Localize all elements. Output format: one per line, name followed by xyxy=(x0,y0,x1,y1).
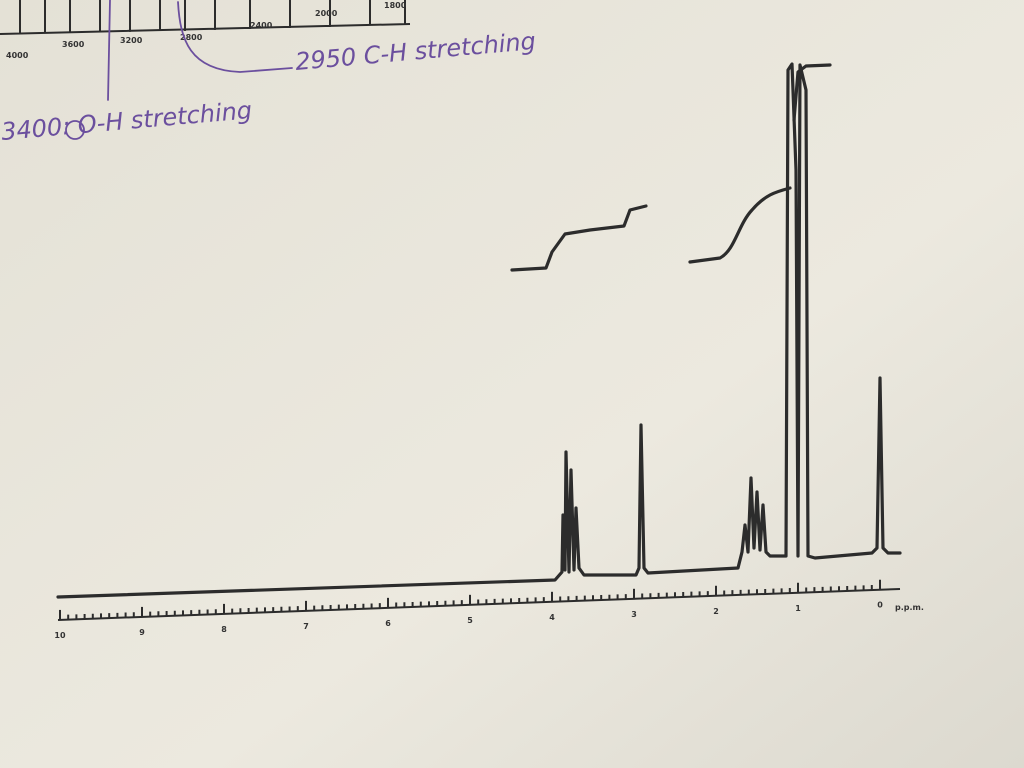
nmr-scale-label: 10 xyxy=(54,631,66,640)
nmr-scale-label: 6 xyxy=(385,619,391,628)
ir-scale-labels: 4000 3600 3200 2800 2400 2000 1800 xyxy=(6,1,407,60)
nmr-scale-label: 0 xyxy=(877,601,883,610)
nmr-unit: p.p.m. xyxy=(895,603,924,612)
nmr-scale-label: 8 xyxy=(221,625,227,634)
ir-scale-label: 3200 xyxy=(120,36,143,45)
ir-scale-label: 2800 xyxy=(180,33,203,42)
nmr-spectrum xyxy=(56,62,902,599)
nmr-scale-label: 5 xyxy=(467,616,473,625)
nmr-scale-label: 9 xyxy=(139,628,145,637)
nmr-scale-label: 3 xyxy=(631,610,637,619)
ir-scale-label: 4000 xyxy=(6,51,29,60)
nmr-scale-label: 7 xyxy=(303,622,309,631)
nmr-scale-label: 4 xyxy=(549,613,555,622)
ir-scale-label: 2000 xyxy=(315,9,338,18)
ir-scale-label: 1800 xyxy=(384,1,407,10)
ir-scale-label: 3600 xyxy=(62,40,85,49)
nmr-scale-label: 1 xyxy=(795,604,801,613)
annotation-marks xyxy=(65,0,293,140)
ir-chart-fragment xyxy=(0,0,411,35)
ir-scale-label: 2400 xyxy=(250,21,273,30)
nmr-scale-labels: 10 9 8 7 6 5 4 3 2 1 0 xyxy=(54,579,883,640)
nmr-scale-label: 2 xyxy=(713,607,719,616)
